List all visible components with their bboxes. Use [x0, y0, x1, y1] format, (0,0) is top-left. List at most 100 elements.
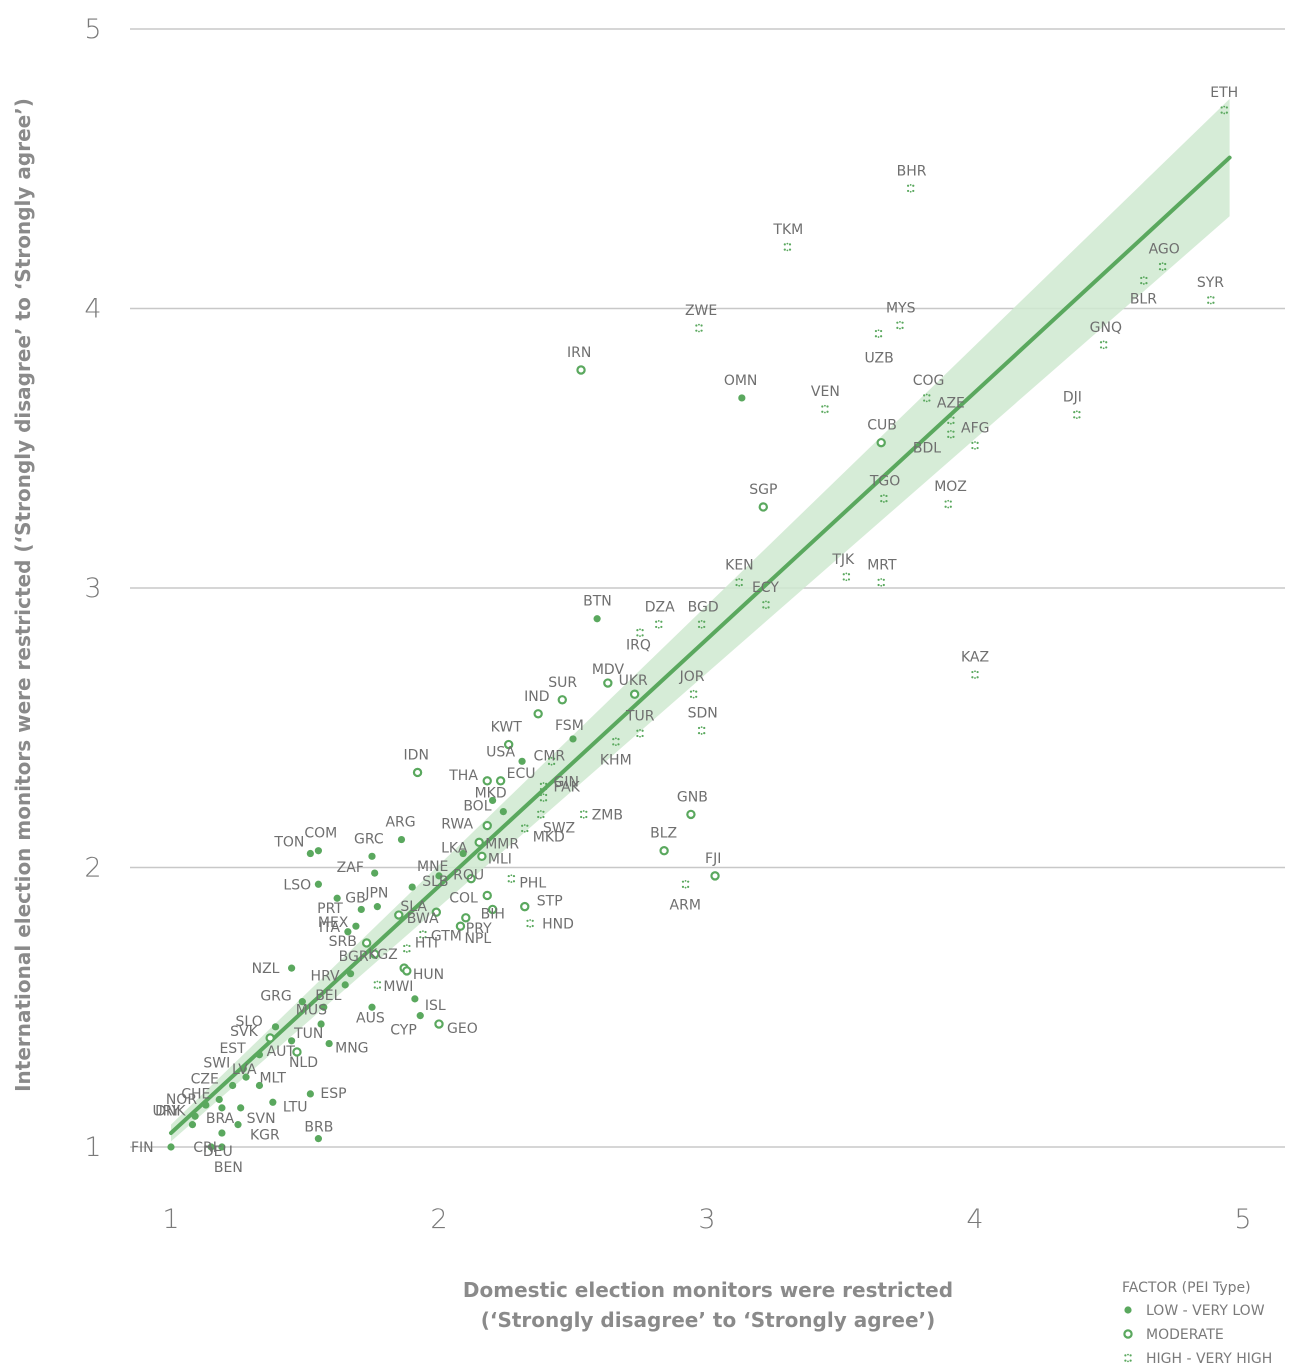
point-label-bih: BIH — [481, 906, 505, 922]
point-ury-118 — [188, 1121, 197, 1129]
point-label-moz: MOZ — [934, 479, 967, 495]
point-rwa-53 — [482, 820, 492, 831]
confidence-band-layer — [171, 98, 1230, 1142]
point-kaz-30 — [971, 670, 979, 679]
point-col-71 — [482, 890, 492, 901]
point-ecu-45 — [495, 776, 506, 786]
point-ecy-25 — [762, 600, 770, 610]
point-label-syr: SYR — [1197, 275, 1224, 291]
point-label-ton: TON — [273, 835, 304, 851]
point-nor-113 — [202, 1101, 210, 1109]
point-label-deu: DEU — [203, 1144, 233, 1160]
point-label-kwt: KWT — [491, 720, 523, 736]
point-label-bdl: BDL — [913, 440, 941, 456]
legend-marker-high — [1124, 1353, 1132, 1363]
point-label-stp: STP — [537, 894, 563, 910]
y-tick-labels: 1 2 3 4 5 — [84, 14, 101, 1163]
x-tick-labels: 1 2 3 4 5 — [162, 1204, 1251, 1235]
point-cmr-41 — [547, 756, 556, 766]
point-label-grc: GRC — [354, 831, 384, 847]
legend: FACTOR (PEI Type) LOW - VERY LOW MODERATE… — [1122, 1280, 1272, 1367]
x-axis-title-line-1: Domestic election monitors were restrict… — [463, 1278, 953, 1302]
point-label-mex: MEX — [318, 915, 349, 931]
point-label-jor: JOR — [679, 669, 705, 685]
point-label-mng: MNG — [335, 1041, 368, 1057]
point-label-che: CHE — [181, 1086, 210, 1102]
point-label-isl: ISL — [425, 998, 446, 1014]
point-label-kgr: KGR — [250, 1128, 280, 1144]
point-ben-124 — [218, 1143, 226, 1151]
point-label-aze: AZE — [937, 395, 965, 411]
point-label-ita: ITA — [319, 920, 341, 936]
point-label-tgo: TGO — [869, 474, 900, 490]
point-label-hun: HUN — [413, 967, 444, 983]
point-label-lva: LVA — [232, 1062, 257, 1078]
point-label-cri: CRI — [193, 1140, 217, 1156]
point-mus-95 — [320, 1003, 328, 1011]
point-mkd-54 — [521, 824, 529, 833]
point-label-uzb: UZB — [865, 351, 894, 367]
point-label-ltu: LTU — [283, 1099, 308, 1115]
confidence-band — [171, 98, 1230, 1142]
point-rou-66 — [466, 873, 476, 884]
point-label-mne: MNE — [417, 859, 448, 875]
point-label-afg: AFG — [961, 420, 989, 436]
point-cze-109 — [229, 1081, 237, 1090]
point-gtm-84 — [419, 930, 427, 939]
point-bra-115 — [218, 1104, 226, 1112]
point-irq-29 — [636, 628, 644, 638]
point-ind-35 — [533, 709, 543, 719]
point-label-brb: BRB — [304, 1120, 333, 1136]
point-cri-123 — [207, 1143, 215, 1151]
point-label-fsm: FSM — [555, 718, 584, 734]
point-hun-89 — [402, 966, 412, 976]
point-label-lso: LSO — [283, 877, 311, 893]
point-fji-63 — [710, 871, 720, 881]
point-label-grg: GRG — [260, 989, 291, 1005]
point-mne-64 — [435, 872, 443, 880]
point-sla-75 — [431, 907, 442, 917]
point-cub-17 — [876, 437, 886, 448]
point-khm-39 — [612, 737, 620, 747]
point-grg-94 — [298, 998, 306, 1006]
point-label-sur: SUR — [548, 675, 577, 691]
point-label-npl: NPL — [464, 931, 491, 947]
point-mng-106 — [325, 1039, 333, 1048]
point-isl-96 — [411, 995, 419, 1003]
point-label-jpn: JPN — [364, 886, 388, 902]
point-bih-76 — [487, 904, 498, 915]
trend-line — [169, 155, 1232, 1136]
point-label-sdn: SDN — [688, 706, 718, 722]
point-npl-83 — [455, 921, 466, 931]
point-label-svk: SVK — [230, 1024, 258, 1040]
point-label-mys: MYS — [886, 300, 916, 316]
point-sur-34 — [557, 695, 567, 705]
point-label-tha: THA — [448, 768, 478, 784]
point-bgr-87 — [369, 949, 380, 959]
point-mex-82 — [344, 928, 352, 936]
point-label-bhr: BHR — [897, 163, 927, 179]
point-label-cyp: CYP — [390, 1023, 417, 1039]
point-irn-10 — [576, 365, 586, 375]
point-label-cmr: CMR — [534, 748, 566, 764]
x-tick-label: 3 — [698, 1204, 715, 1235]
point-label-kaz: KAZ — [961, 650, 989, 666]
point-label-gin: GIN — [554, 775, 579, 791]
point-idn-43 — [412, 767, 423, 778]
point-label-tun: TUN — [293, 1026, 323, 1042]
point-label-zwe: ZWE — [685, 303, 717, 319]
point-label-mrt: MRT — [867, 557, 897, 573]
point-nzl-90 — [288, 964, 296, 972]
point-usa-42 — [518, 757, 526, 765]
point-mlt-110 — [255, 1081, 264, 1090]
point-prt-72 — [333, 894, 341, 902]
point-sdn-37 — [697, 726, 706, 735]
point-label-pak: PAK — [554, 779, 581, 795]
x-tick-label: 2 — [430, 1204, 447, 1235]
point-mkd-47 — [489, 796, 497, 805]
point-tun-98 — [317, 1020, 325, 1028]
point-label-gb: GB — [345, 890, 365, 906]
point-label-omn: OMN — [724, 373, 758, 389]
x-tick-label: 5 — [1234, 1204, 1251, 1235]
point-eth-0 — [1220, 105, 1228, 115]
